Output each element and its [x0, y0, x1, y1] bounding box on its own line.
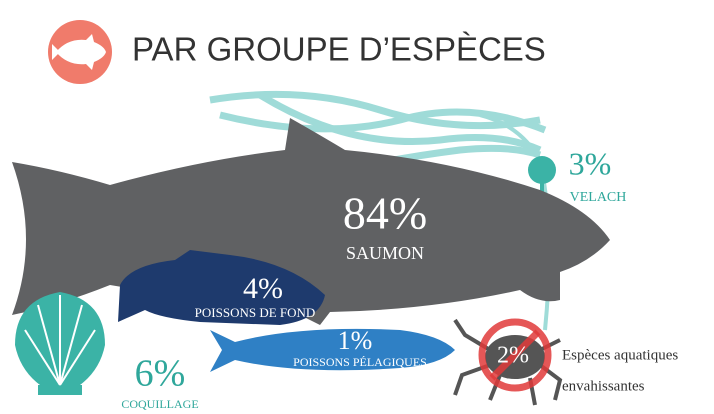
label: Espèces aquatiques [562, 347, 678, 363]
percent: 2% [497, 343, 529, 369]
label: SAUMON [346, 243, 424, 263]
title-icon [48, 20, 112, 84]
percent: 4% [243, 272, 283, 305]
crab-icon [453, 318, 563, 406]
title: PAR GROUPE D’ESPÈCES [132, 31, 546, 68]
label: envahissantes [562, 378, 645, 394]
kelp-icon [528, 156, 556, 200]
percent: 1% [338, 326, 373, 355]
percent: 84% [343, 188, 427, 239]
label: POISSONS DE FOND [195, 305, 316, 320]
label: COQUILLAGE [121, 397, 198, 411]
shell-ridges [24, 295, 96, 386]
bottom-fish-shape [118, 250, 325, 325]
percent: 3% [569, 145, 612, 181]
label: VELACH [570, 190, 627, 205]
pelagic-fish-shape [210, 328, 455, 372]
percent: 6% [135, 353, 186, 395]
label: POISSONS PÉLAGIQUES [293, 355, 427, 369]
